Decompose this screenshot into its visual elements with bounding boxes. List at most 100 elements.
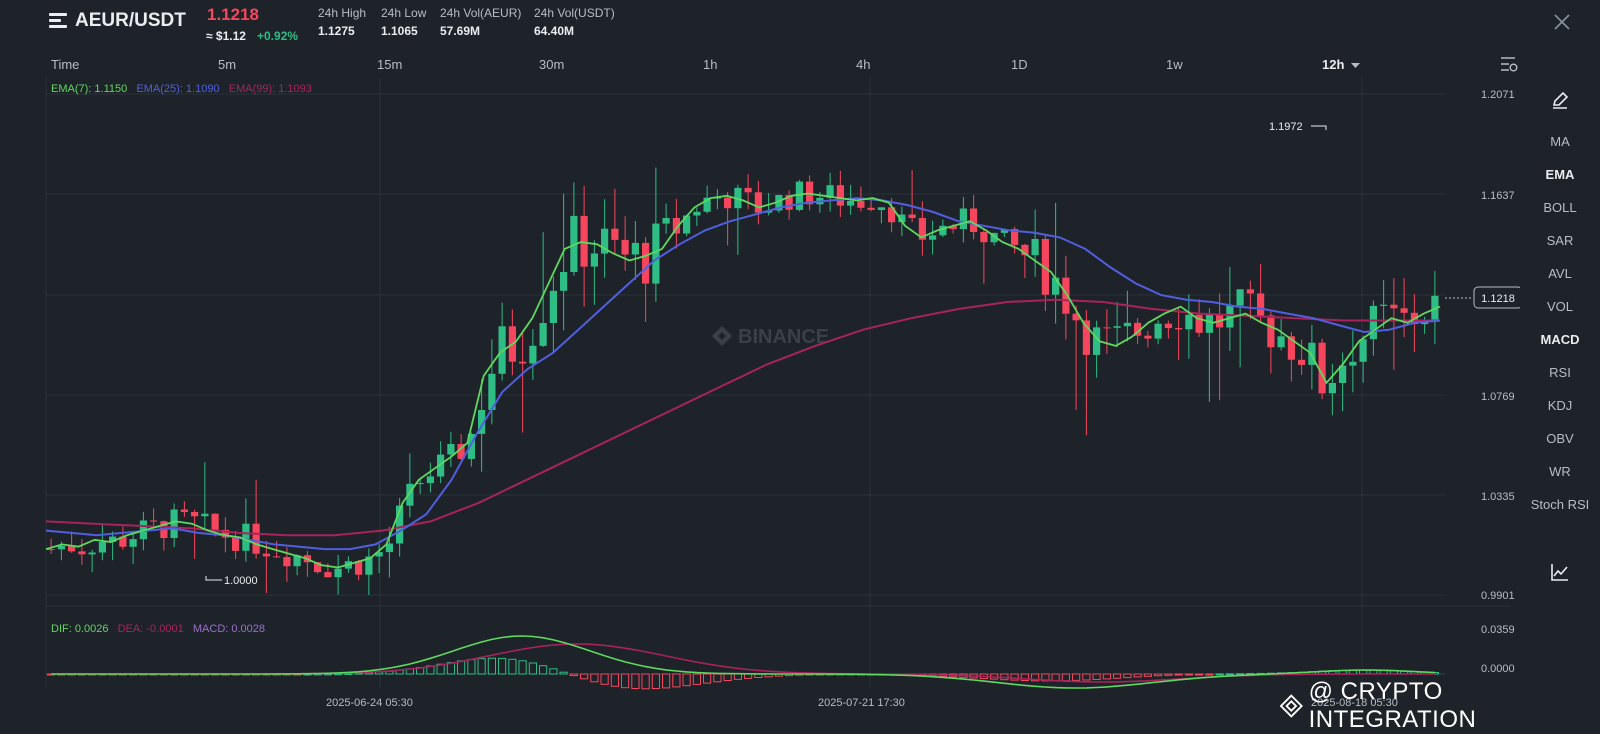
candle-body: [959, 208, 967, 230]
candle-body: [795, 181, 803, 210]
indicator-ema[interactable]: EMA: [1545, 167, 1575, 182]
tab-4h[interactable]: 4h: [856, 57, 871, 72]
indicator-vol[interactable]: VOL: [1546, 299, 1573, 314]
macd-bar: [1113, 673, 1122, 679]
macd-bar: [1092, 673, 1101, 680]
macd-bar: [487, 657, 496, 675]
candle-body: [939, 225, 947, 236]
macd-bar: [631, 673, 640, 689]
candle-body: [703, 197, 711, 212]
candle-body: [621, 239, 629, 255]
candle-body: [1277, 336, 1285, 348]
candle-body: [601, 228, 609, 254]
tab-12h[interactable]: 12h: [1322, 57, 1361, 72]
candle-body: [396, 505, 404, 544]
candle-body: [775, 195, 783, 211]
candle-body: [57, 545, 65, 550]
candle-body: [365, 556, 373, 575]
candle-body: [580, 215, 588, 267]
candle-body: [1185, 314, 1193, 330]
candle-body: [519, 361, 527, 364]
tab-12h-label: 12h: [1322, 57, 1345, 72]
dif-legend: DIF: 0.0026: [51, 623, 109, 635]
tab-5m[interactable]: 5m: [218, 57, 237, 72]
indicator-stoch-rsi[interactable]: Stoch RSI: [1530, 497, 1590, 512]
tab-time[interactable]: Time: [51, 57, 80, 72]
indicator-sar[interactable]: SAR: [1546, 233, 1574, 248]
candle-body: [1154, 323, 1162, 339]
stat-low-value: 1.1065: [381, 24, 418, 38]
ema99-legend: EMA(99): 1.1093: [228, 83, 312, 95]
timeframe-bar: Time 5m 15m 30m 1h 4h 1D 1w 12h: [0, 54, 1520, 76]
stat-vol-quote-label: 24h Vol(USDT): [534, 6, 615, 20]
candle-body: [683, 215, 691, 234]
time-tick: 2025-06-24 05:30: [326, 697, 413, 709]
binance-watermark: BINANCE: [712, 326, 829, 348]
ema7-legend: EMA(7): 1.1150: [51, 83, 128, 95]
binance-watermark-text: BINANCE: [738, 326, 829, 348]
macd-bar: [1020, 673, 1029, 681]
chart-settings-icon[interactable]: [1500, 56, 1518, 72]
pencil-icon[interactable]: [1550, 90, 1570, 110]
tab-1h[interactable]: 1h: [703, 57, 718, 72]
candle-body: [1113, 326, 1121, 328]
candle-body: [1041, 239, 1049, 295]
candle-body: [293, 555, 301, 567]
macd-bar: [744, 673, 753, 679]
low-marker: 1.0000: [205, 575, 258, 587]
candle-body: [754, 192, 762, 213]
time-axis: 2025-06-24 05:30 2025-07-21 17:30 2025-0…: [326, 697, 1398, 709]
price-chart[interactable]: BINANCE 1.1972 1.0000 1.1218 1.2071 1.16…: [0, 78, 1520, 718]
tab-1w[interactable]: 1w: [1166, 57, 1183, 72]
candle-body: [539, 323, 547, 346]
tab-15m[interactable]: 15m: [377, 57, 403, 72]
menu-icon[interactable]: [49, 13, 67, 29]
candle-body: [929, 235, 937, 240]
candle-body: [262, 553, 270, 557]
indicator-boll[interactable]: BOLL: [1543, 200, 1577, 215]
candles: [47, 167, 1439, 595]
indicator-ma[interactable]: MA: [1550, 134, 1570, 149]
macd-bar: [621, 673, 630, 689]
indicator-kdj[interactable]: KDJ: [1547, 398, 1573, 413]
indicator-macd[interactable]: MACD: [1540, 332, 1580, 347]
candle-body: [1287, 336, 1295, 360]
stat-low-label: 24h Low: [381, 6, 427, 20]
price-tick: 1.1637: [1481, 190, 1515, 202]
indicator-avl[interactable]: AVL: [1548, 266, 1572, 281]
candle-body: [1359, 339, 1367, 362]
indicator-wr[interactable]: WR: [1549, 464, 1571, 479]
macd-bar: [508, 658, 517, 675]
low-marker-label: 1.0000: [224, 575, 258, 587]
candle-body: [221, 529, 229, 538]
chart-type-icon[interactable]: [1550, 562, 1570, 582]
macd-bar: [559, 671, 568, 675]
candle-body: [672, 218, 680, 234]
candle-body: [467, 434, 475, 459]
tab-1d[interactable]: 1D: [1011, 57, 1028, 72]
macd-bar: [1072, 673, 1081, 681]
corner-watermark: @ CRYPTO INTEGRATION: [1280, 678, 1600, 734]
macd-bar: [477, 658, 486, 675]
macd-tick: 0.0359: [1481, 624, 1515, 636]
candle-body: [1052, 277, 1060, 295]
macd-value-legend: MACD: 0.0028: [192, 623, 266, 635]
candle-body: [88, 552, 96, 555]
candle-body: [180, 509, 188, 512]
close-icon[interactable]: [1550, 10, 1574, 34]
tab-30m[interactable]: 30m: [539, 57, 565, 72]
macd-legend: DIF: 0.0026 DEA: -0.0001 MACD: 0.0028: [51, 623, 265, 635]
current-price-tag: 1.1218: [1473, 286, 1520, 309]
macd-bar: [1143, 673, 1153, 677]
candle-body: [1328, 383, 1336, 394]
candle-body: [78, 551, 86, 555]
macd-bar: [518, 660, 527, 675]
macd-tick: 0.0000: [1481, 663, 1515, 675]
stat-vol-base-value: 57.69M: [440, 24, 481, 38]
indicator-rsi[interactable]: RSI: [1549, 365, 1571, 380]
candle-body: [334, 568, 342, 578]
pair-selector[interactable]: AEUR/USDT: [49, 10, 186, 32]
indicator-obv[interactable]: OBV: [1546, 431, 1574, 446]
candle-body: [478, 410, 486, 434]
candle-body: [1205, 314, 1213, 333]
